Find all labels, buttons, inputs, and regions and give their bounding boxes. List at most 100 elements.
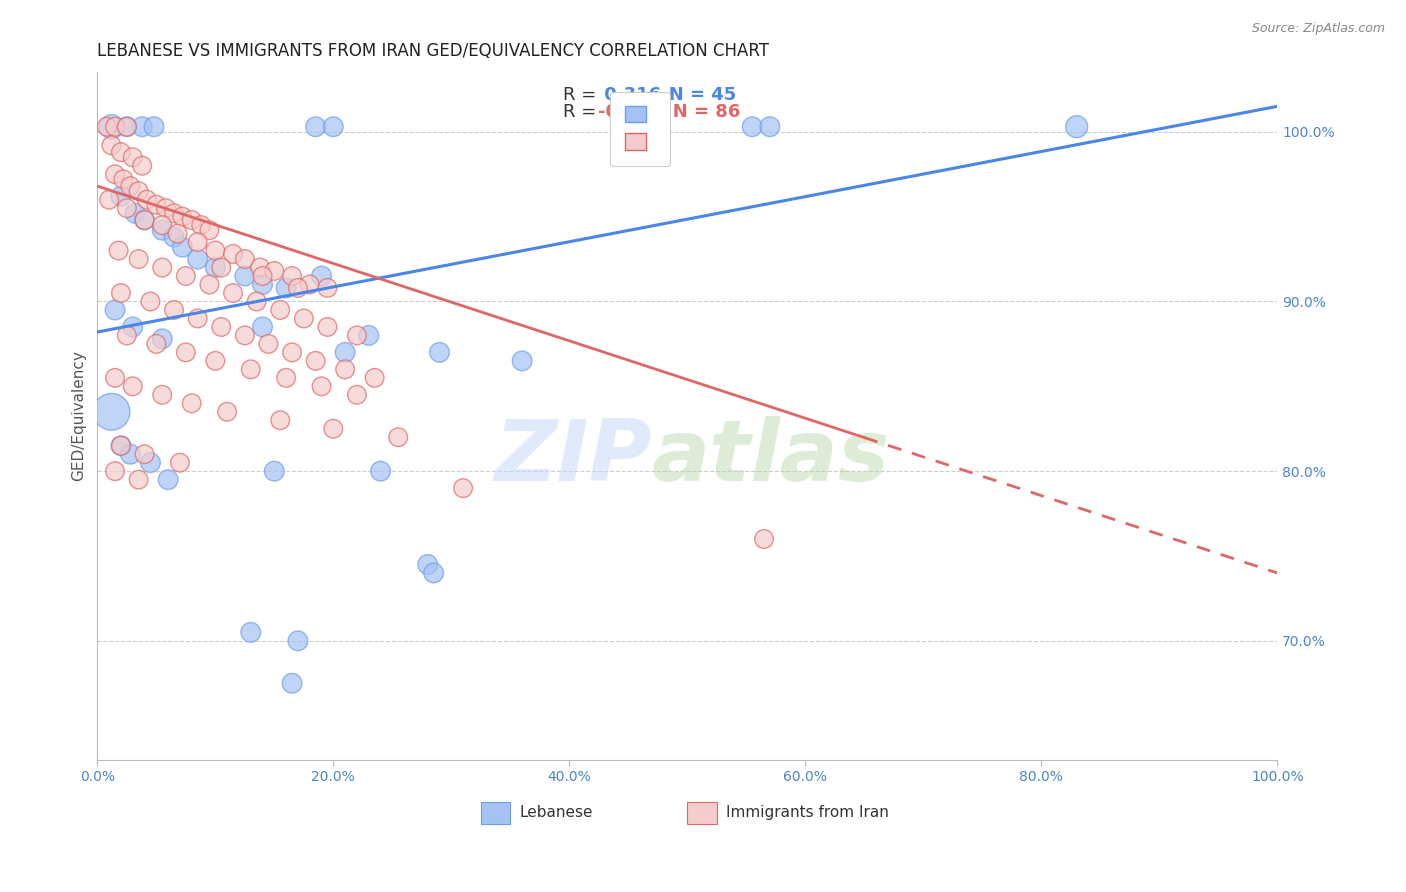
Point xyxy=(370,464,392,478)
Point xyxy=(204,244,226,258)
Point xyxy=(98,193,121,207)
Point xyxy=(239,625,262,640)
Point xyxy=(292,311,315,326)
Point xyxy=(346,388,368,402)
Point xyxy=(190,218,212,232)
Point xyxy=(451,481,474,495)
Point xyxy=(357,328,380,343)
Point xyxy=(124,206,146,220)
Point xyxy=(100,138,122,153)
Point xyxy=(150,260,173,275)
Point xyxy=(187,252,209,266)
Point xyxy=(180,396,202,410)
Point xyxy=(322,120,344,134)
Point xyxy=(121,150,143,164)
Point xyxy=(269,302,291,317)
Point xyxy=(120,179,142,194)
Point xyxy=(281,676,304,690)
Point xyxy=(96,120,118,134)
Point xyxy=(145,198,167,212)
Point xyxy=(322,422,344,436)
Point xyxy=(346,328,368,343)
Point xyxy=(135,193,157,207)
Point xyxy=(104,167,127,181)
Point xyxy=(204,354,226,368)
Point xyxy=(252,320,274,334)
Point xyxy=(257,337,280,351)
Point xyxy=(252,268,274,283)
Point xyxy=(416,558,439,572)
Point xyxy=(110,285,132,300)
Point xyxy=(222,247,245,261)
Point xyxy=(128,184,150,198)
Legend: , : , xyxy=(610,92,669,166)
Point xyxy=(298,277,321,292)
Point xyxy=(128,252,150,266)
Text: R =: R = xyxy=(564,103,602,121)
Point xyxy=(134,447,156,461)
Point xyxy=(263,464,285,478)
Point xyxy=(110,439,132,453)
Point xyxy=(139,456,162,470)
Point xyxy=(112,172,135,186)
Point xyxy=(333,362,356,376)
Point xyxy=(741,120,763,134)
Point xyxy=(139,294,162,309)
Point xyxy=(281,345,304,359)
Point xyxy=(252,277,274,292)
Point xyxy=(233,268,256,283)
Point xyxy=(174,268,197,283)
Text: Immigrants from Iran: Immigrants from Iran xyxy=(727,805,889,820)
Point xyxy=(169,456,191,470)
Point xyxy=(134,213,156,227)
Point xyxy=(110,145,132,160)
Point xyxy=(131,120,153,134)
Point xyxy=(155,201,177,215)
Point xyxy=(246,294,269,309)
Point xyxy=(249,260,271,275)
Point xyxy=(304,120,326,134)
Point xyxy=(115,120,138,134)
Point xyxy=(150,218,173,232)
Point xyxy=(209,260,232,275)
Point xyxy=(233,328,256,343)
FancyBboxPatch shape xyxy=(688,802,717,823)
Point xyxy=(187,311,209,326)
Point xyxy=(276,371,298,385)
Point xyxy=(217,405,239,419)
Point xyxy=(269,413,291,427)
Point xyxy=(198,223,221,237)
Point xyxy=(104,464,127,478)
Text: 0.316: 0.316 xyxy=(598,87,661,104)
Point xyxy=(311,379,333,393)
Point xyxy=(233,252,256,266)
Point xyxy=(163,302,186,317)
Point xyxy=(143,120,166,134)
Point xyxy=(316,320,339,334)
Point xyxy=(115,120,138,134)
Point xyxy=(121,320,143,334)
Point xyxy=(174,345,197,359)
Point xyxy=(115,328,138,343)
Point xyxy=(276,281,298,295)
Text: atlas: atlas xyxy=(652,416,890,499)
Point xyxy=(134,213,156,227)
Point xyxy=(104,120,127,134)
Point xyxy=(333,345,356,359)
Point xyxy=(104,371,127,385)
Point xyxy=(150,223,173,237)
Point xyxy=(198,277,221,292)
Point xyxy=(510,354,533,368)
Text: LEBANESE VS IMMIGRANTS FROM IRAN GED/EQUIVALENCY CORRELATION CHART: LEBANESE VS IMMIGRANTS FROM IRAN GED/EQU… xyxy=(97,42,769,60)
Point xyxy=(172,240,194,254)
Point xyxy=(172,210,194,224)
Y-axis label: GED/Equivalency: GED/Equivalency xyxy=(72,351,86,482)
Point xyxy=(107,244,129,258)
Point xyxy=(100,405,122,419)
Point xyxy=(115,201,138,215)
Point xyxy=(150,332,173,346)
Text: N = 86: N = 86 xyxy=(654,103,741,121)
Text: Source: ZipAtlas.com: Source: ZipAtlas.com xyxy=(1251,22,1385,36)
Point xyxy=(316,281,339,295)
Point xyxy=(304,354,326,368)
